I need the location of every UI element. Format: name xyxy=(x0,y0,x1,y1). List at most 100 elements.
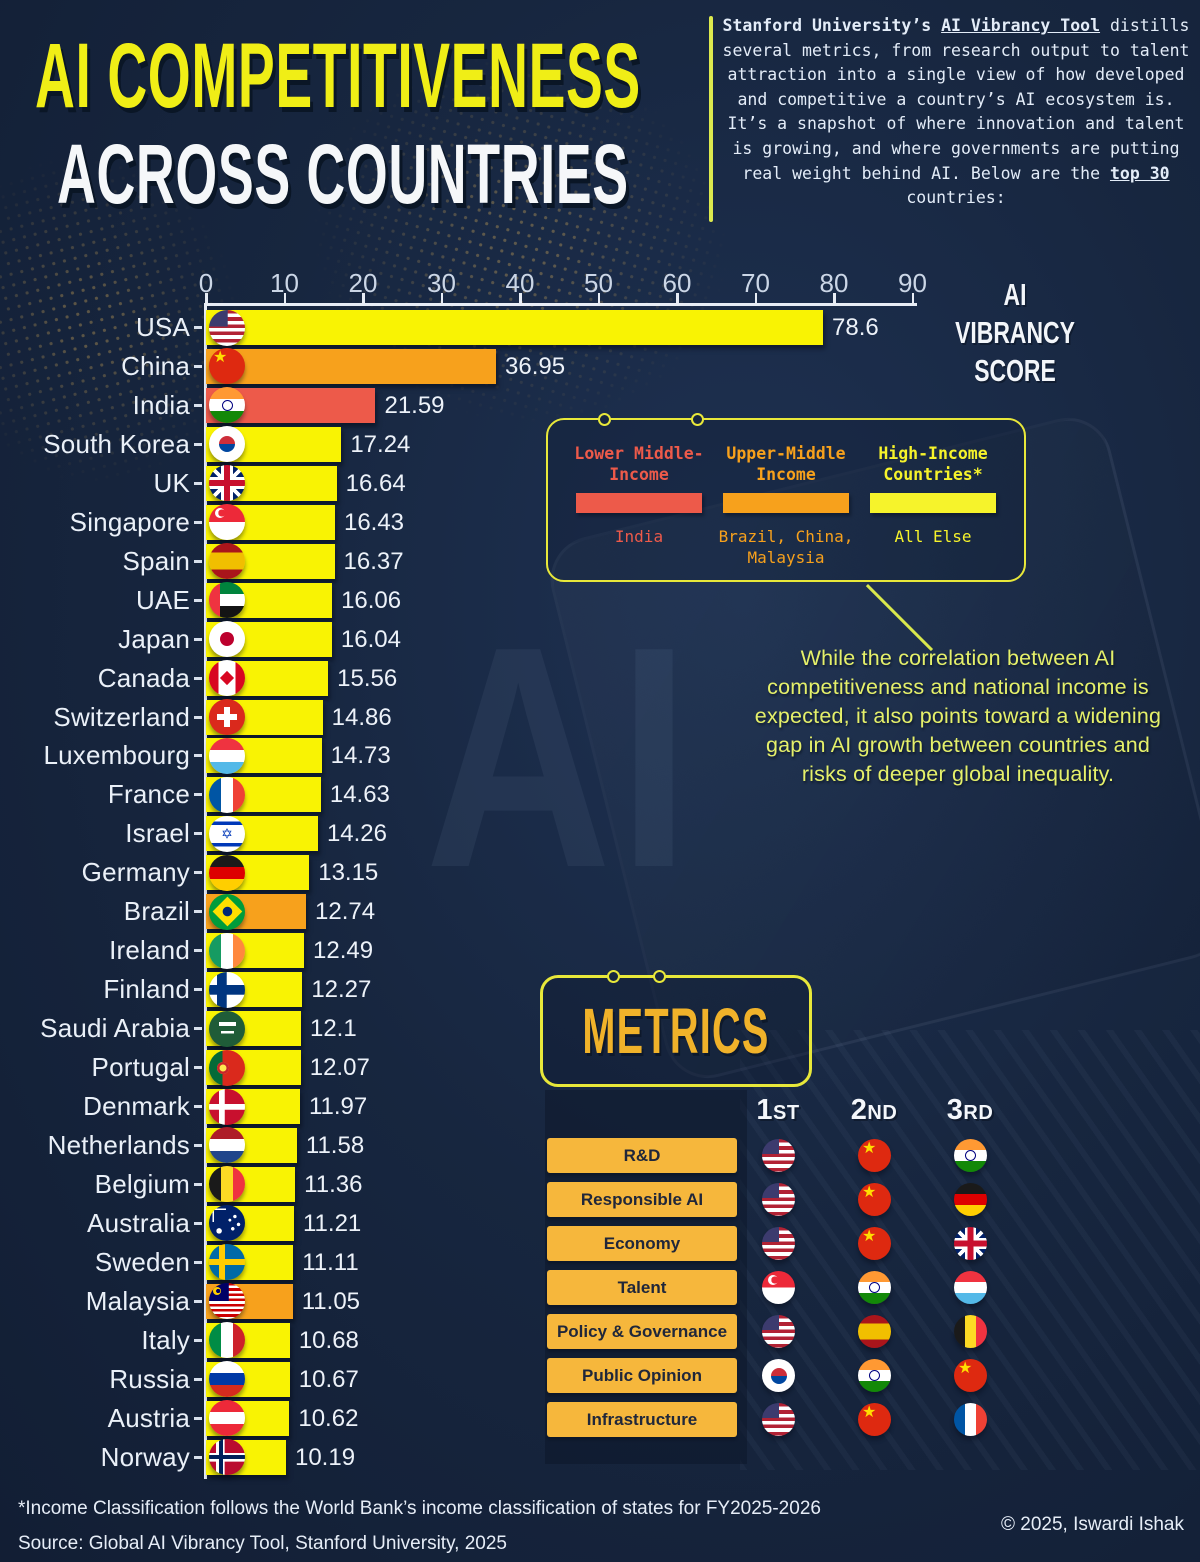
bar-row: Israel 14.26 xyxy=(0,815,1200,852)
country-label: Italy xyxy=(141,1324,190,1355)
country-tick xyxy=(194,871,202,875)
score-bar xyxy=(206,776,321,813)
legend-swatch xyxy=(723,493,849,513)
bar-row: Canada 15.56 xyxy=(0,660,1200,697)
country-label: Norway xyxy=(100,1441,190,1472)
score-value: 14.86 xyxy=(331,703,392,731)
metrics-heading: METRICS xyxy=(582,995,770,1067)
score-bar xyxy=(206,426,342,463)
legend-countries: Brazil, China, Malaysia xyxy=(718,527,854,567)
score-value: 36.95 xyxy=(505,352,566,380)
country-label: Israel xyxy=(125,818,190,849)
flag-luxembourg-icon xyxy=(954,1271,987,1304)
score-value: 14.73 xyxy=(330,742,391,770)
flag-saudiarabia-icon xyxy=(209,1010,245,1047)
country-tick xyxy=(194,481,202,485)
score-bar xyxy=(206,737,322,774)
legend-title: High-Income Countries* xyxy=(878,444,988,484)
country-label: Portugal xyxy=(91,1052,190,1083)
bar-row: Malaysia 11.05 xyxy=(0,1283,1200,1320)
axis-tick xyxy=(362,293,365,304)
bar-row: Australia 11.21 xyxy=(0,1205,1200,1242)
country-label: UK xyxy=(153,467,190,498)
metric-row: Policy & Governance xyxy=(0,1314,1200,1349)
metric-label: Policy & Governance xyxy=(547,1314,737,1349)
score-value: 15.56 xyxy=(337,664,398,692)
score-value: 16.64 xyxy=(345,469,406,497)
bar-row: Germany 13.15 xyxy=(0,854,1200,891)
country-tick xyxy=(194,403,202,407)
country-tick xyxy=(194,949,202,953)
score-value: 10.19 xyxy=(294,1443,356,1471)
country-tick xyxy=(194,1377,202,1381)
bar-row: India 21.59 xyxy=(0,387,1200,424)
page-title-line2: ACROSS COUNTRIES xyxy=(57,127,629,221)
country-tick xyxy=(194,715,202,719)
bar-row: Switzerland 14.86 xyxy=(0,699,1200,735)
axis-title-line: SCORE xyxy=(974,353,1056,388)
income-legend: Lower Middle-Income India Upper-Middle I… xyxy=(546,413,1026,582)
flag-france-icon xyxy=(209,776,245,813)
flag-usa-icon xyxy=(762,1139,795,1172)
score-value: 12.49 xyxy=(313,937,374,965)
flag-china-icon xyxy=(209,348,245,385)
flag-china-icon xyxy=(858,1183,891,1216)
vibrancy-tool-link[interactable]: AI Vibrancy Tool xyxy=(941,16,1101,35)
legend-title: Lower Middle-Income xyxy=(574,444,704,484)
country-tick xyxy=(194,1143,202,1147)
score-bar xyxy=(206,621,332,658)
footer-source: Source: Global AI Vibrancy Tool, Stanfor… xyxy=(18,1533,507,1554)
connector-node-icon xyxy=(653,970,666,983)
bar-row: Japan 16.04 xyxy=(0,621,1200,658)
score-bar xyxy=(206,1088,300,1125)
footer-copyright: © 2025, Iswardi Ishak xyxy=(1001,1514,1184,1535)
axis-title: AI VIBRANCY SCORE xyxy=(952,276,1078,390)
connector-node-icon xyxy=(598,413,611,426)
metric-label: Responsible AI xyxy=(547,1182,737,1217)
score-bar xyxy=(206,348,497,385)
country-label: Belgium xyxy=(94,1168,190,1199)
flag-usa-icon xyxy=(762,1227,795,1260)
header-divider xyxy=(709,16,713,222)
metric-label: Public Opinion xyxy=(547,1358,737,1393)
intro-lead: Stanford University’s xyxy=(722,16,942,35)
axis-tick xyxy=(833,293,836,304)
axis-tick xyxy=(519,293,522,304)
metric-row: Infrastructure xyxy=(0,1402,1200,1437)
legend-item-high-income: High-Income Countries* All Else xyxy=(860,442,1006,568)
flag-usa-icon xyxy=(762,1403,795,1436)
country-tick xyxy=(194,1182,202,1186)
rank-column-1st: 1st xyxy=(756,1094,800,1126)
score-bar xyxy=(206,1361,290,1398)
country-tick xyxy=(194,1416,202,1420)
axis-tick xyxy=(283,293,286,304)
score-value: 10.68 xyxy=(298,1326,359,1354)
country-label: UAE xyxy=(135,584,190,615)
country-label: Russia xyxy=(109,1363,190,1394)
score-value: 14.63 xyxy=(329,781,390,809)
metric-label: Economy xyxy=(547,1226,737,1261)
score-bar xyxy=(206,582,333,619)
score-value: 16.43 xyxy=(343,508,405,536)
country-label: Sweden xyxy=(94,1246,190,1277)
score-value: 14.26 xyxy=(326,820,387,848)
flag-netherlands-icon xyxy=(209,1127,245,1164)
metric-row: Talent xyxy=(0,1270,1200,1305)
flag-spain-icon xyxy=(209,543,245,580)
flag-china-icon xyxy=(858,1227,891,1260)
flag-uk-icon xyxy=(954,1227,987,1260)
country-tick xyxy=(194,559,202,563)
country-label: Netherlands xyxy=(47,1129,190,1160)
axis-title-line: AI xyxy=(1003,277,1027,312)
country-tick xyxy=(194,598,202,602)
bar-row: South Korea 17.24 xyxy=(0,426,1200,463)
bar-row: Belgium 11.36 xyxy=(0,1166,1200,1203)
score-value: 11.58 xyxy=(305,1131,365,1159)
bar-row: UAE 16.06 xyxy=(0,582,1200,619)
country-tick xyxy=(194,1455,202,1459)
score-bar xyxy=(206,1400,290,1437)
country-tick xyxy=(194,676,202,680)
flag-malaysia-icon xyxy=(209,1283,245,1320)
country-tick xyxy=(194,326,202,329)
